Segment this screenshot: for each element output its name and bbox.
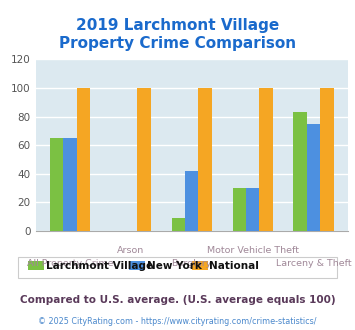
Text: Compared to U.S. average. (U.S. average equals 100): Compared to U.S. average. (U.S. average … bbox=[20, 295, 335, 305]
Bar bbox=[63, 138, 77, 231]
Text: © 2025 CityRating.com - https://www.cityrating.com/crime-statistics/: © 2025 CityRating.com - https://www.city… bbox=[38, 317, 317, 326]
Bar bbox=[233, 188, 246, 231]
Bar bbox=[185, 171, 198, 231]
Bar bbox=[260, 88, 273, 231]
Bar bbox=[50, 138, 63, 231]
Bar bbox=[307, 124, 320, 231]
Bar bbox=[171, 218, 185, 231]
Text: New York: New York bbox=[147, 261, 202, 271]
Bar bbox=[294, 112, 307, 231]
Text: Larceny & Theft: Larceny & Theft bbox=[276, 259, 351, 268]
Text: Arson: Arson bbox=[117, 246, 144, 255]
Text: All Property Crime: All Property Crime bbox=[27, 259, 113, 268]
Text: National: National bbox=[209, 261, 259, 271]
Bar bbox=[137, 88, 151, 231]
Bar bbox=[77, 88, 90, 231]
Bar bbox=[246, 188, 260, 231]
Text: Burglary: Burglary bbox=[171, 259, 212, 268]
Text: Motor Vehicle Theft: Motor Vehicle Theft bbox=[207, 246, 299, 255]
Text: Larchmont Village: Larchmont Village bbox=[46, 261, 153, 271]
Text: 2019 Larchmont Village
Property Crime Comparison: 2019 Larchmont Village Property Crime Co… bbox=[59, 18, 296, 50]
Bar bbox=[198, 88, 212, 231]
Bar bbox=[320, 88, 334, 231]
